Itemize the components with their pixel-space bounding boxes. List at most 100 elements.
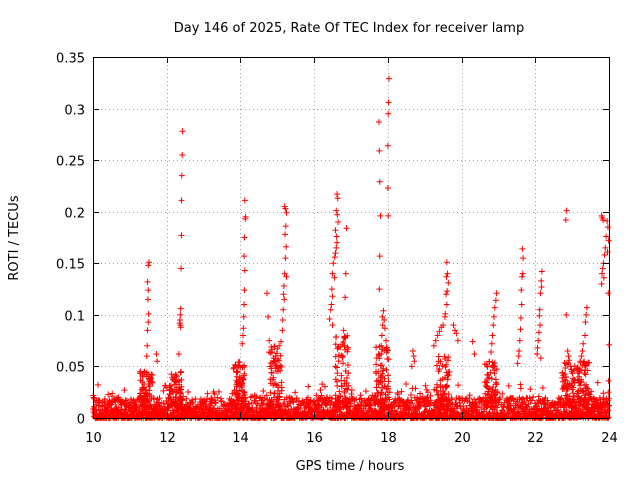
axis-ticks bbox=[93, 57, 610, 419]
data-point bbox=[375, 377, 382, 384]
data-point bbox=[416, 399, 423, 406]
data-point bbox=[398, 388, 405, 395]
data-point bbox=[443, 291, 450, 298]
data-point bbox=[281, 270, 288, 277]
data-point bbox=[144, 327, 151, 334]
data-point bbox=[521, 399, 528, 406]
data-point bbox=[450, 322, 457, 329]
data-point bbox=[400, 398, 407, 405]
data-point bbox=[332, 363, 339, 370]
data-point bbox=[178, 232, 185, 239]
data-point bbox=[317, 387, 324, 394]
data-point bbox=[95, 381, 102, 388]
data-point bbox=[174, 389, 181, 396]
data-point bbox=[345, 370, 352, 377]
data-point bbox=[280, 306, 287, 313]
data-point bbox=[434, 332, 441, 339]
data-point bbox=[536, 312, 543, 319]
data-point bbox=[517, 381, 524, 388]
data-point bbox=[403, 380, 410, 387]
data-point bbox=[267, 376, 274, 383]
data-point bbox=[263, 290, 270, 297]
data-point bbox=[566, 393, 573, 400]
data-point bbox=[211, 390, 218, 397]
y-tick-label: 0.25 bbox=[56, 155, 85, 170]
data-point bbox=[582, 319, 589, 326]
data-point bbox=[384, 142, 391, 149]
data-point bbox=[292, 389, 299, 396]
x-tick-label: 18 bbox=[380, 431, 397, 446]
data-point bbox=[275, 357, 282, 364]
data-point bbox=[518, 287, 525, 294]
data-point bbox=[598, 280, 605, 287]
data-point bbox=[241, 287, 248, 294]
data-point bbox=[261, 395, 268, 402]
data-point bbox=[275, 364, 282, 371]
data-point bbox=[490, 384, 497, 391]
data-point bbox=[271, 390, 278, 397]
data-point bbox=[241, 403, 248, 410]
data-point bbox=[144, 296, 151, 303]
data-point bbox=[146, 383, 153, 390]
data-point bbox=[433, 362, 440, 369]
data-point bbox=[332, 334, 339, 341]
data-point bbox=[383, 396, 390, 403]
data-point bbox=[385, 212, 392, 219]
data-point bbox=[333, 191, 340, 198]
data-point bbox=[519, 270, 526, 277]
data-point bbox=[343, 399, 350, 406]
data-point bbox=[562, 216, 569, 223]
data-point bbox=[438, 410, 445, 417]
data-point bbox=[568, 380, 575, 387]
y-tick-label: 0.2 bbox=[64, 207, 85, 222]
data-point bbox=[149, 379, 156, 386]
data-point bbox=[331, 254, 338, 261]
data-point bbox=[493, 366, 500, 373]
data-point bbox=[491, 389, 498, 396]
data-point bbox=[376, 118, 383, 125]
data-point bbox=[267, 402, 274, 409]
data-point bbox=[363, 400, 370, 407]
y-tick-label: 0.1 bbox=[64, 310, 85, 325]
data-point bbox=[344, 396, 351, 403]
data-point bbox=[232, 391, 239, 398]
data-point bbox=[594, 379, 601, 386]
data-point bbox=[305, 394, 312, 401]
data-point bbox=[580, 340, 587, 347]
data-point bbox=[451, 327, 458, 334]
data-point bbox=[490, 363, 497, 370]
data-point bbox=[121, 387, 128, 394]
data-point bbox=[318, 392, 325, 399]
data-point bbox=[583, 403, 590, 410]
data-point bbox=[242, 215, 249, 222]
data-point bbox=[170, 399, 177, 406]
data-point bbox=[338, 372, 345, 379]
data-point bbox=[373, 355, 380, 362]
data-point bbox=[538, 284, 545, 291]
data-point bbox=[445, 372, 452, 379]
data-point bbox=[473, 399, 480, 406]
data-point bbox=[358, 401, 365, 408]
chart-title: Day 146 of 2025, Rate Of TEC Index for r… bbox=[174, 21, 524, 36]
data-point bbox=[272, 401, 279, 408]
x-tick-label: 22 bbox=[527, 431, 544, 446]
data-point bbox=[559, 369, 566, 376]
data-point bbox=[177, 311, 184, 318]
data-point bbox=[491, 360, 498, 367]
data-point bbox=[471, 351, 478, 358]
data-point bbox=[340, 327, 347, 334]
data-point bbox=[509, 395, 516, 402]
data-point bbox=[540, 406, 547, 413]
data-point bbox=[267, 349, 274, 356]
data-point bbox=[241, 301, 248, 308]
data-point bbox=[267, 380, 274, 387]
data-point bbox=[538, 268, 545, 275]
data-point bbox=[605, 389, 612, 396]
data-point bbox=[178, 383, 185, 390]
data-point bbox=[276, 342, 283, 349]
data-point bbox=[144, 342, 151, 349]
data-point bbox=[600, 216, 607, 223]
data-point bbox=[239, 380, 246, 387]
data-point bbox=[455, 382, 462, 389]
data-point bbox=[109, 390, 116, 397]
